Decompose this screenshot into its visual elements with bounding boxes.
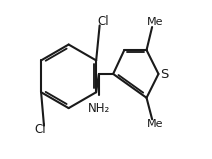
Text: S: S (160, 68, 168, 81)
Text: Me: Me (147, 119, 163, 129)
Text: NH₂: NH₂ (88, 102, 110, 115)
Text: Me: Me (147, 17, 163, 27)
Text: Cl: Cl (98, 15, 109, 28)
Text: Cl: Cl (34, 123, 46, 136)
